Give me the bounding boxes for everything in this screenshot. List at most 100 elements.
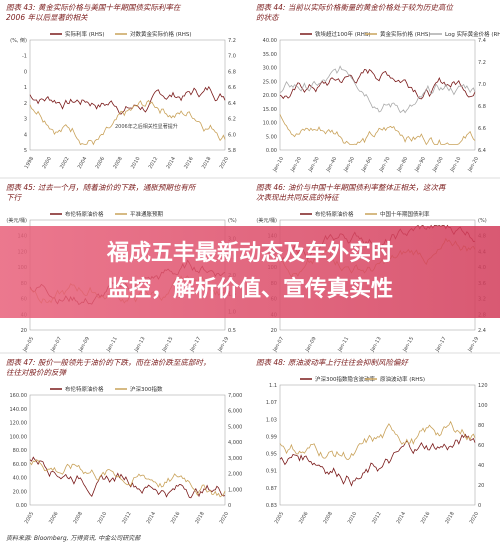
y-tick-label: 160.00 <box>10 393 28 399</box>
figure-title: 图表 44: 当前以实际价格衡量的黄金价格处于较为历史高位 <box>256 3 454 12</box>
x-tick-label: 2010 <box>347 511 359 525</box>
x-tick-label: 2012 <box>148 156 160 170</box>
y-tick-label: (美元/桶) <box>6 217 27 224</box>
legend-label: 沪深300指数 <box>130 385 163 393</box>
y-tick-label: 0.87 <box>266 486 277 492</box>
figure-title: 图表 47: 股价一般领先于油价的下跌，而在油价跌至底部时， <box>6 358 210 367</box>
y-tick-label: 20 <box>21 328 27 334</box>
y-tick-label: 4 <box>24 132 27 138</box>
x-tick-label: 2008 <box>112 156 124 170</box>
source: 资料来源: Bloomberg, 万得资讯, 中金公司研究部 <box>6 534 141 542</box>
figure-title: 2006 年以后显著的相关 <box>6 13 88 22</box>
banner-text: 监控，解析价值、宣传真实性 <box>107 276 393 302</box>
legend-label: 布伦特原油价格 <box>65 385 104 393</box>
y-tick-label: 30.00 <box>263 66 277 72</box>
y-tick-label: 25.00 <box>263 79 277 85</box>
series-line <box>279 433 476 487</box>
y-tick-label: 1.07 <box>266 400 277 406</box>
y2-tick-label: 6.2 <box>228 117 236 123</box>
x-tick-label: 2005 <box>24 511 36 525</box>
y2-tick-label: 6.4 <box>478 148 486 154</box>
x-tick-label: 2020 <box>469 511 481 525</box>
y-tick-label: 0.00 <box>16 503 27 509</box>
x-tick-label: 2006 <box>95 156 107 170</box>
x-tick-label: 1998 <box>24 156 36 170</box>
plot-frame <box>279 39 476 151</box>
x-tick-label: 2000 <box>41 156 53 170</box>
y2-tick-label: 100 <box>478 403 488 409</box>
x-tick-label: 2008 <box>72 511 84 525</box>
legend-label: 对数黄金实际价格 (RHS) <box>130 30 192 38</box>
x-tick-label: 2004 <box>77 156 89 170</box>
y2-tick-label: 6.8 <box>478 104 486 110</box>
y-tick-label: 20.00 <box>13 489 27 495</box>
banner-text: 福成五丰最新动态及车外实时 <box>106 240 393 266</box>
y-tick-label: (美元/桶) <box>256 217 277 224</box>
y2-tick-label: (%) <box>478 218 487 224</box>
y-tick-label: 100.00 <box>10 434 28 440</box>
series-line <box>29 99 226 146</box>
y2-tick-label: 60 <box>478 443 484 449</box>
figure-title: 次表现出共同反底的特征 <box>256 193 340 202</box>
legend-label: 沪深300指数隐含波动率 <box>315 375 375 383</box>
plot-frame <box>279 384 476 506</box>
y-tick-label: 1.03 <box>266 417 277 423</box>
x-tick-label: 2006 <box>48 511 60 525</box>
x-tick-label: 2016 <box>420 511 432 525</box>
x-tick-label: 2016 <box>170 511 182 525</box>
y2-tick-label: 7.2 <box>228 38 236 44</box>
figure-title: 图表 43: 黄金实际价格与美国十年期国债实际利率在 <box>6 3 182 12</box>
y2-tick-label: 7.4 <box>478 38 486 44</box>
y2-tick-label: 7.2 <box>478 60 486 66</box>
x-tick-label: 2005 <box>274 511 286 525</box>
series-line <box>279 114 476 146</box>
y2-tick-label: 4,000 <box>228 440 242 446</box>
y2-tick-label: 5.8 <box>228 148 236 154</box>
y2-tick-label: 7.0 <box>228 54 236 60</box>
x-tick-label: 2012 <box>371 511 383 525</box>
y-tick-label: 40.00 <box>263 38 277 44</box>
figure-title: 图表 45: 过去一个月，随着油价的下跌，通胀预期也有所 <box>6 183 197 192</box>
y-tick-label: 5.00 <box>266 134 277 140</box>
y2-tick-label: 6,000 <box>228 409 242 415</box>
x-tick-label: 2012 <box>121 511 133 525</box>
x-tick-label: 2020 <box>219 511 231 525</box>
legend-label: Log 实际黄金价格 (RHS) <box>445 30 500 38</box>
y-tick-label: 5 <box>24 148 27 154</box>
y-tick-label: 1 <box>24 85 27 91</box>
y2-tick-label: 120 <box>478 383 488 389</box>
y2-tick-label: 5,000 <box>228 424 242 430</box>
series-line <box>29 459 226 498</box>
series-line <box>279 68 476 100</box>
x-tick-label: 2006 <box>298 511 310 525</box>
y-tick-label: 35.00 <box>263 52 277 58</box>
y-tick-label: 60.00 <box>13 462 27 468</box>
x-tick-label: 2010 <box>97 511 109 525</box>
y-tick-label: 120.00 <box>10 421 28 427</box>
series-line <box>279 420 476 461</box>
plot-frame <box>29 394 226 506</box>
legend-label: 铁埃超过100年 (RHS) <box>315 30 371 38</box>
legend-label: 黄金实际价格 (RHS) <box>380 30 431 38</box>
legend-label: 平准通胀预期 <box>130 210 164 218</box>
y-tick-label: (%, 倒) <box>10 37 27 44</box>
y2-tick-label: 0 <box>478 503 481 509</box>
x-tick-label: 2020 <box>219 156 231 170</box>
y-tick-label: 0 <box>24 69 27 75</box>
x-tick-label: 2010 <box>130 156 142 170</box>
figure-title: 图表 48: 原油波动率上行往往会抑制风险偏好 <box>256 358 409 367</box>
figure-title: 往往对股价的反弹 <box>6 368 67 377</box>
y2-tick-label: 80 <box>478 423 484 429</box>
y2-tick-label: 6.8 <box>228 69 236 75</box>
legend-label: 中国十年期国债利率 <box>380 210 430 218</box>
y2-tick-label: 2,000 <box>228 472 242 478</box>
legend-label: 布伦特原油价格 <box>65 210 104 218</box>
y-tick-label: 0.95 <box>266 452 277 458</box>
y2-tick-label: 2.4 <box>478 328 486 334</box>
legend-label: 布伦特原油价格 <box>315 210 354 218</box>
banner <box>0 226 500 318</box>
y-tick-label: 10.00 <box>263 121 277 127</box>
y-tick-label: 140.00 <box>10 407 28 413</box>
x-tick-label: 2018 <box>444 511 456 525</box>
